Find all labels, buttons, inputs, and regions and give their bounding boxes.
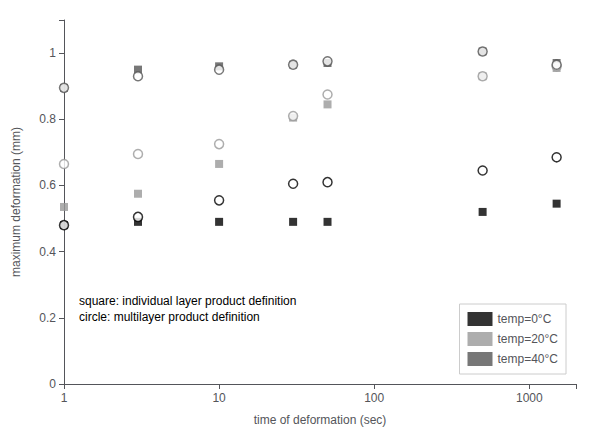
svg-text:1: 1 xyxy=(49,46,56,60)
svg-text:100: 100 xyxy=(364,391,384,405)
svg-text:temp=40°C: temp=40°C xyxy=(498,352,559,366)
svg-text:circle: multilayer product def: circle: multilayer product definition xyxy=(79,310,260,324)
svg-text:0.4: 0.4 xyxy=(39,245,56,259)
svg-text:1000: 1000 xyxy=(516,391,543,405)
svg-text:maximum deformation (mm): maximum deformation (mm) xyxy=(9,127,23,277)
svg-text:temp=20°C: temp=20°C xyxy=(498,332,559,346)
svg-text:square: individual layer produ: square: individual layer product definit… xyxy=(79,294,296,308)
svg-text:1: 1 xyxy=(61,391,68,405)
svg-text:0.6: 0.6 xyxy=(39,178,56,192)
svg-text:0: 0 xyxy=(49,377,56,391)
svg-text:0.8: 0.8 xyxy=(39,112,56,126)
svg-text:time of deformation (sec): time of deformation (sec) xyxy=(254,413,387,427)
svg-text:temp=0°C: temp=0°C xyxy=(498,312,552,326)
svg-text:0.2: 0.2 xyxy=(39,311,56,325)
svg-text:10: 10 xyxy=(212,391,226,405)
